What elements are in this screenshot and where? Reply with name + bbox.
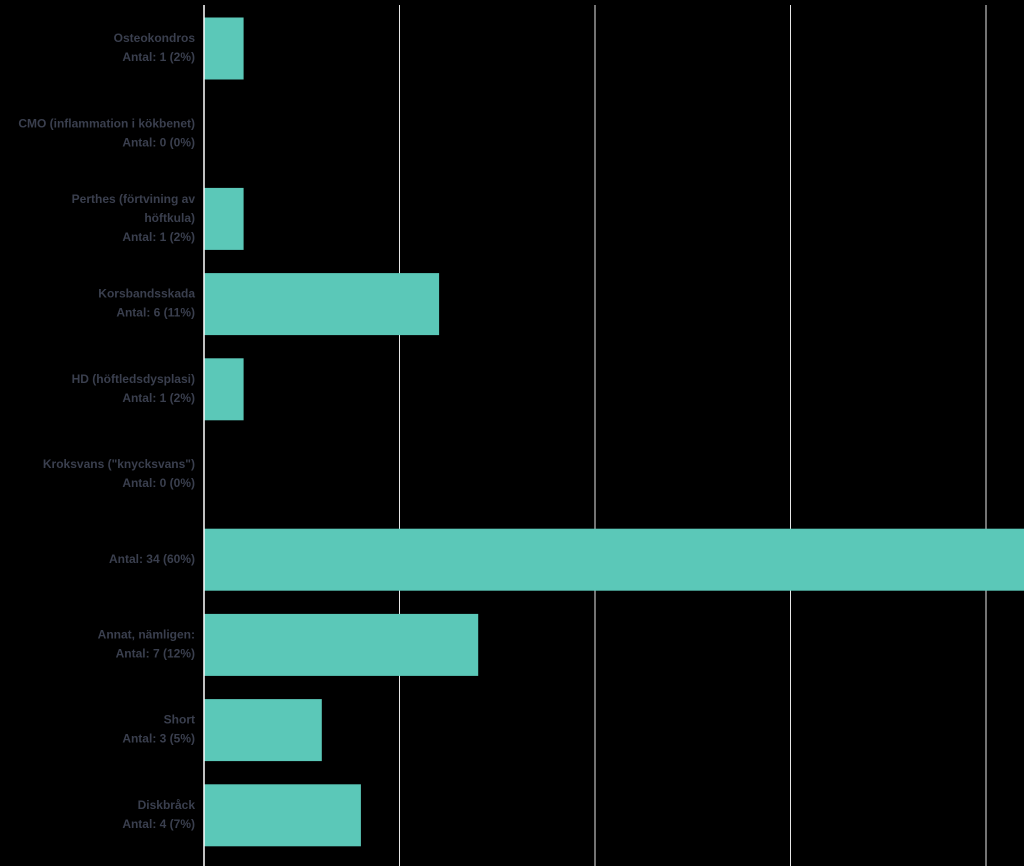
category-label: Antal: 34 (60%)	[109, 552, 195, 566]
bars	[204, 17, 1024, 847]
category-label-line: Antal: 34 (60%)	[109, 552, 195, 566]
category-label-line: HD (höftledsdysplasi)	[72, 372, 195, 386]
bar	[204, 358, 244, 421]
category-label-line: Annat, nämligen:	[98, 628, 195, 642]
category-label-line: Antal: 1 (2%)	[122, 391, 195, 405]
category-label-line: Antal: 0 (0%)	[122, 476, 195, 490]
bar	[204, 528, 1024, 591]
category-label-line: Kroksvans ("knycksvans")	[43, 457, 195, 471]
category-label: Kroksvans ("knycksvans") Antal: 0 (0%)	[43, 457, 195, 490]
category-label-line: Antal: 0 (0%)	[122, 135, 195, 149]
bar	[204, 273, 440, 336]
category-label-line: Korsbandsskada	[98, 287, 195, 301]
category-label-line: Antal: 1 (2%)	[122, 50, 195, 64]
bar	[204, 784, 361, 847]
category-label: Korsbandsskada Antal: 6 (11%)	[98, 287, 195, 320]
bar	[204, 699, 322, 762]
category-label-line: höftkula)	[144, 211, 195, 225]
gridlines	[399, 5, 987, 866]
category-label: Short Antal: 3 (5%)	[122, 713, 195, 746]
category-label: Diskbråck Antal: 4 (7%)	[122, 798, 195, 831]
category-label-line: Antal: 6 (11%)	[116, 306, 195, 320]
category-label-line: Osteokondros	[114, 31, 196, 45]
category-labels: Osteokondros Antal: 1 (2%) CMO (inflammati…	[18, 31, 195, 831]
bar	[204, 187, 244, 250]
category-label-line: Short	[164, 713, 195, 727]
category-label-line: Diskbråck	[138, 798, 196, 812]
category-label-line: Antal: 3 (5%)	[122, 732, 195, 746]
category-label: Annat, nämligen: Antal: 7 (12%)	[98, 628, 195, 661]
category-label: Perthes (förtvining av höftkula) Antal: 1 …	[72, 192, 196, 244]
category-label-line: Antal: 4 (7%)	[122, 817, 195, 831]
category-label-line: Antal: 1 (2%)	[122, 230, 195, 244]
category-label-line: Antal: 7 (12%)	[116, 647, 195, 661]
category-label-line: Perthes (förtvining av	[72, 192, 196, 206]
bar	[204, 613, 479, 676]
category-label: Osteokondros Antal: 1 (2%)	[114, 31, 196, 64]
category-label: CMO (inflammation i kökbenet) Antal: 0 (0…	[18, 116, 195, 149]
category-label: HD (höftledsdysplasi) Antal: 1 (2%)	[72, 372, 195, 405]
category-label-line: CMO (inflammation i kökbenet)	[18, 116, 195, 130]
bar	[204, 17, 244, 80]
